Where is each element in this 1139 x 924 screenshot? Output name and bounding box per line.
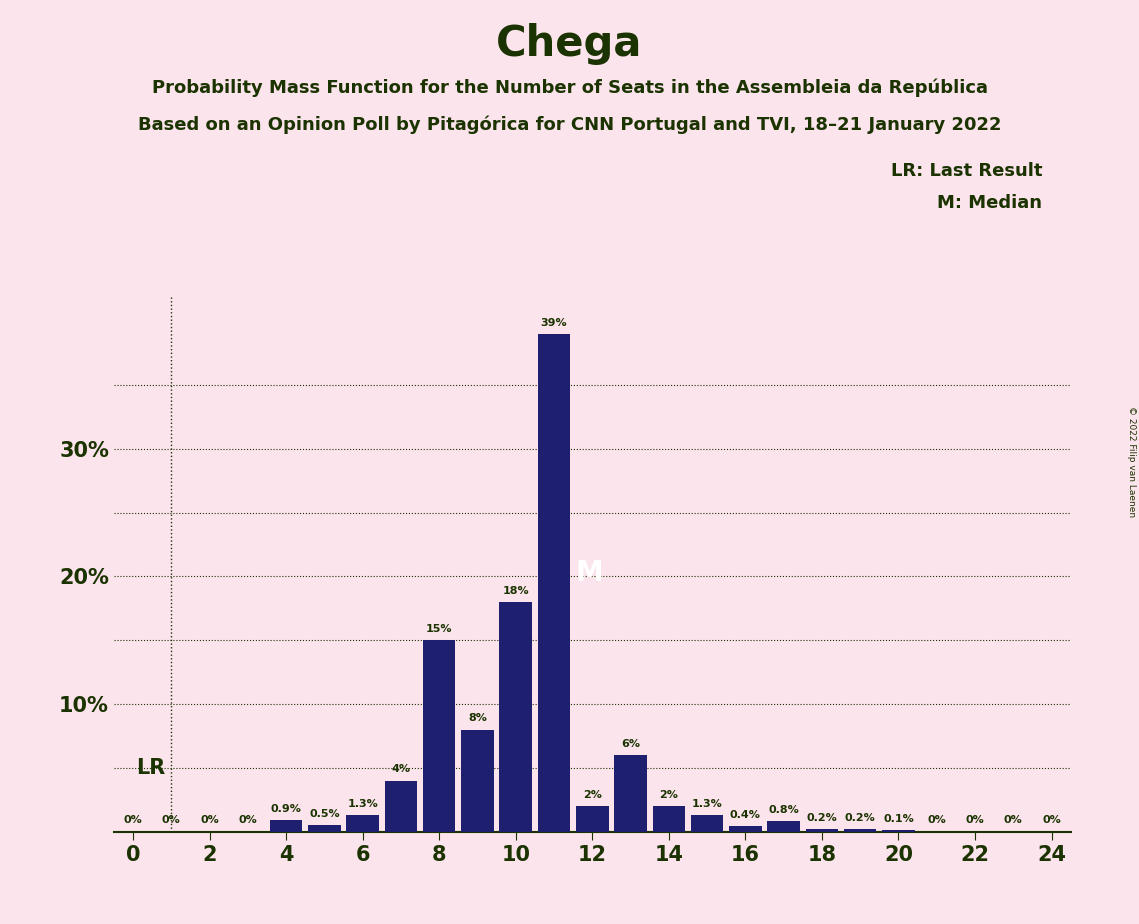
Bar <box>653 806 685 832</box>
Text: 0.8%: 0.8% <box>769 805 798 815</box>
Text: © 2022 Filip van Laenen: © 2022 Filip van Laenen <box>1126 407 1136 517</box>
Text: 0%: 0% <box>1042 815 1060 825</box>
Bar <box>309 825 341 832</box>
Text: 0%: 0% <box>927 815 947 825</box>
Text: 15%: 15% <box>426 624 452 634</box>
Bar <box>461 730 493 832</box>
Bar <box>270 821 302 832</box>
Text: 0%: 0% <box>1003 815 1023 825</box>
Text: 39%: 39% <box>541 318 567 328</box>
Text: 2%: 2% <box>583 790 601 799</box>
Text: 0%: 0% <box>966 815 984 825</box>
Bar <box>805 829 838 832</box>
Text: M: Median: M: Median <box>937 194 1042 212</box>
Text: 0%: 0% <box>162 815 181 825</box>
Text: 6%: 6% <box>621 738 640 748</box>
Bar <box>844 829 876 832</box>
Text: 0%: 0% <box>200 815 219 825</box>
Text: 0.2%: 0.2% <box>806 813 837 822</box>
Text: Chega: Chega <box>497 23 642 65</box>
Text: M: M <box>575 559 603 587</box>
Text: LR: LR <box>137 758 165 778</box>
Text: 0.2%: 0.2% <box>845 813 876 822</box>
Text: 0%: 0% <box>124 815 142 825</box>
Text: 0.4%: 0.4% <box>730 810 761 821</box>
Bar <box>729 826 762 832</box>
Text: Probability Mass Function for the Number of Seats in the Assembleia da República: Probability Mass Function for the Number… <box>151 79 988 97</box>
Bar <box>538 334 571 832</box>
Text: 0.9%: 0.9% <box>271 804 302 814</box>
Bar <box>768 821 800 832</box>
Text: LR: Last Result: LR: Last Result <box>891 162 1042 179</box>
Text: 1.3%: 1.3% <box>691 798 722 808</box>
Text: 4%: 4% <box>392 764 410 774</box>
Bar <box>614 755 647 832</box>
Text: 2%: 2% <box>659 790 678 799</box>
Text: 1.3%: 1.3% <box>347 798 378 808</box>
Text: 0.1%: 0.1% <box>883 814 913 824</box>
Text: 18%: 18% <box>502 586 528 596</box>
Text: 8%: 8% <box>468 713 486 723</box>
Bar <box>691 815 723 832</box>
Bar <box>346 815 379 832</box>
Text: Based on an Opinion Poll by Pitagórica for CNN Portugal and TVI, 18–21 January 2: Based on an Opinion Poll by Pitagórica f… <box>138 116 1001 134</box>
Text: 0%: 0% <box>238 815 257 825</box>
Bar <box>500 602 532 832</box>
Bar <box>576 806 608 832</box>
Bar <box>423 640 456 832</box>
Bar <box>385 781 417 832</box>
Text: 0.5%: 0.5% <box>309 808 339 819</box>
Bar <box>883 831 915 832</box>
